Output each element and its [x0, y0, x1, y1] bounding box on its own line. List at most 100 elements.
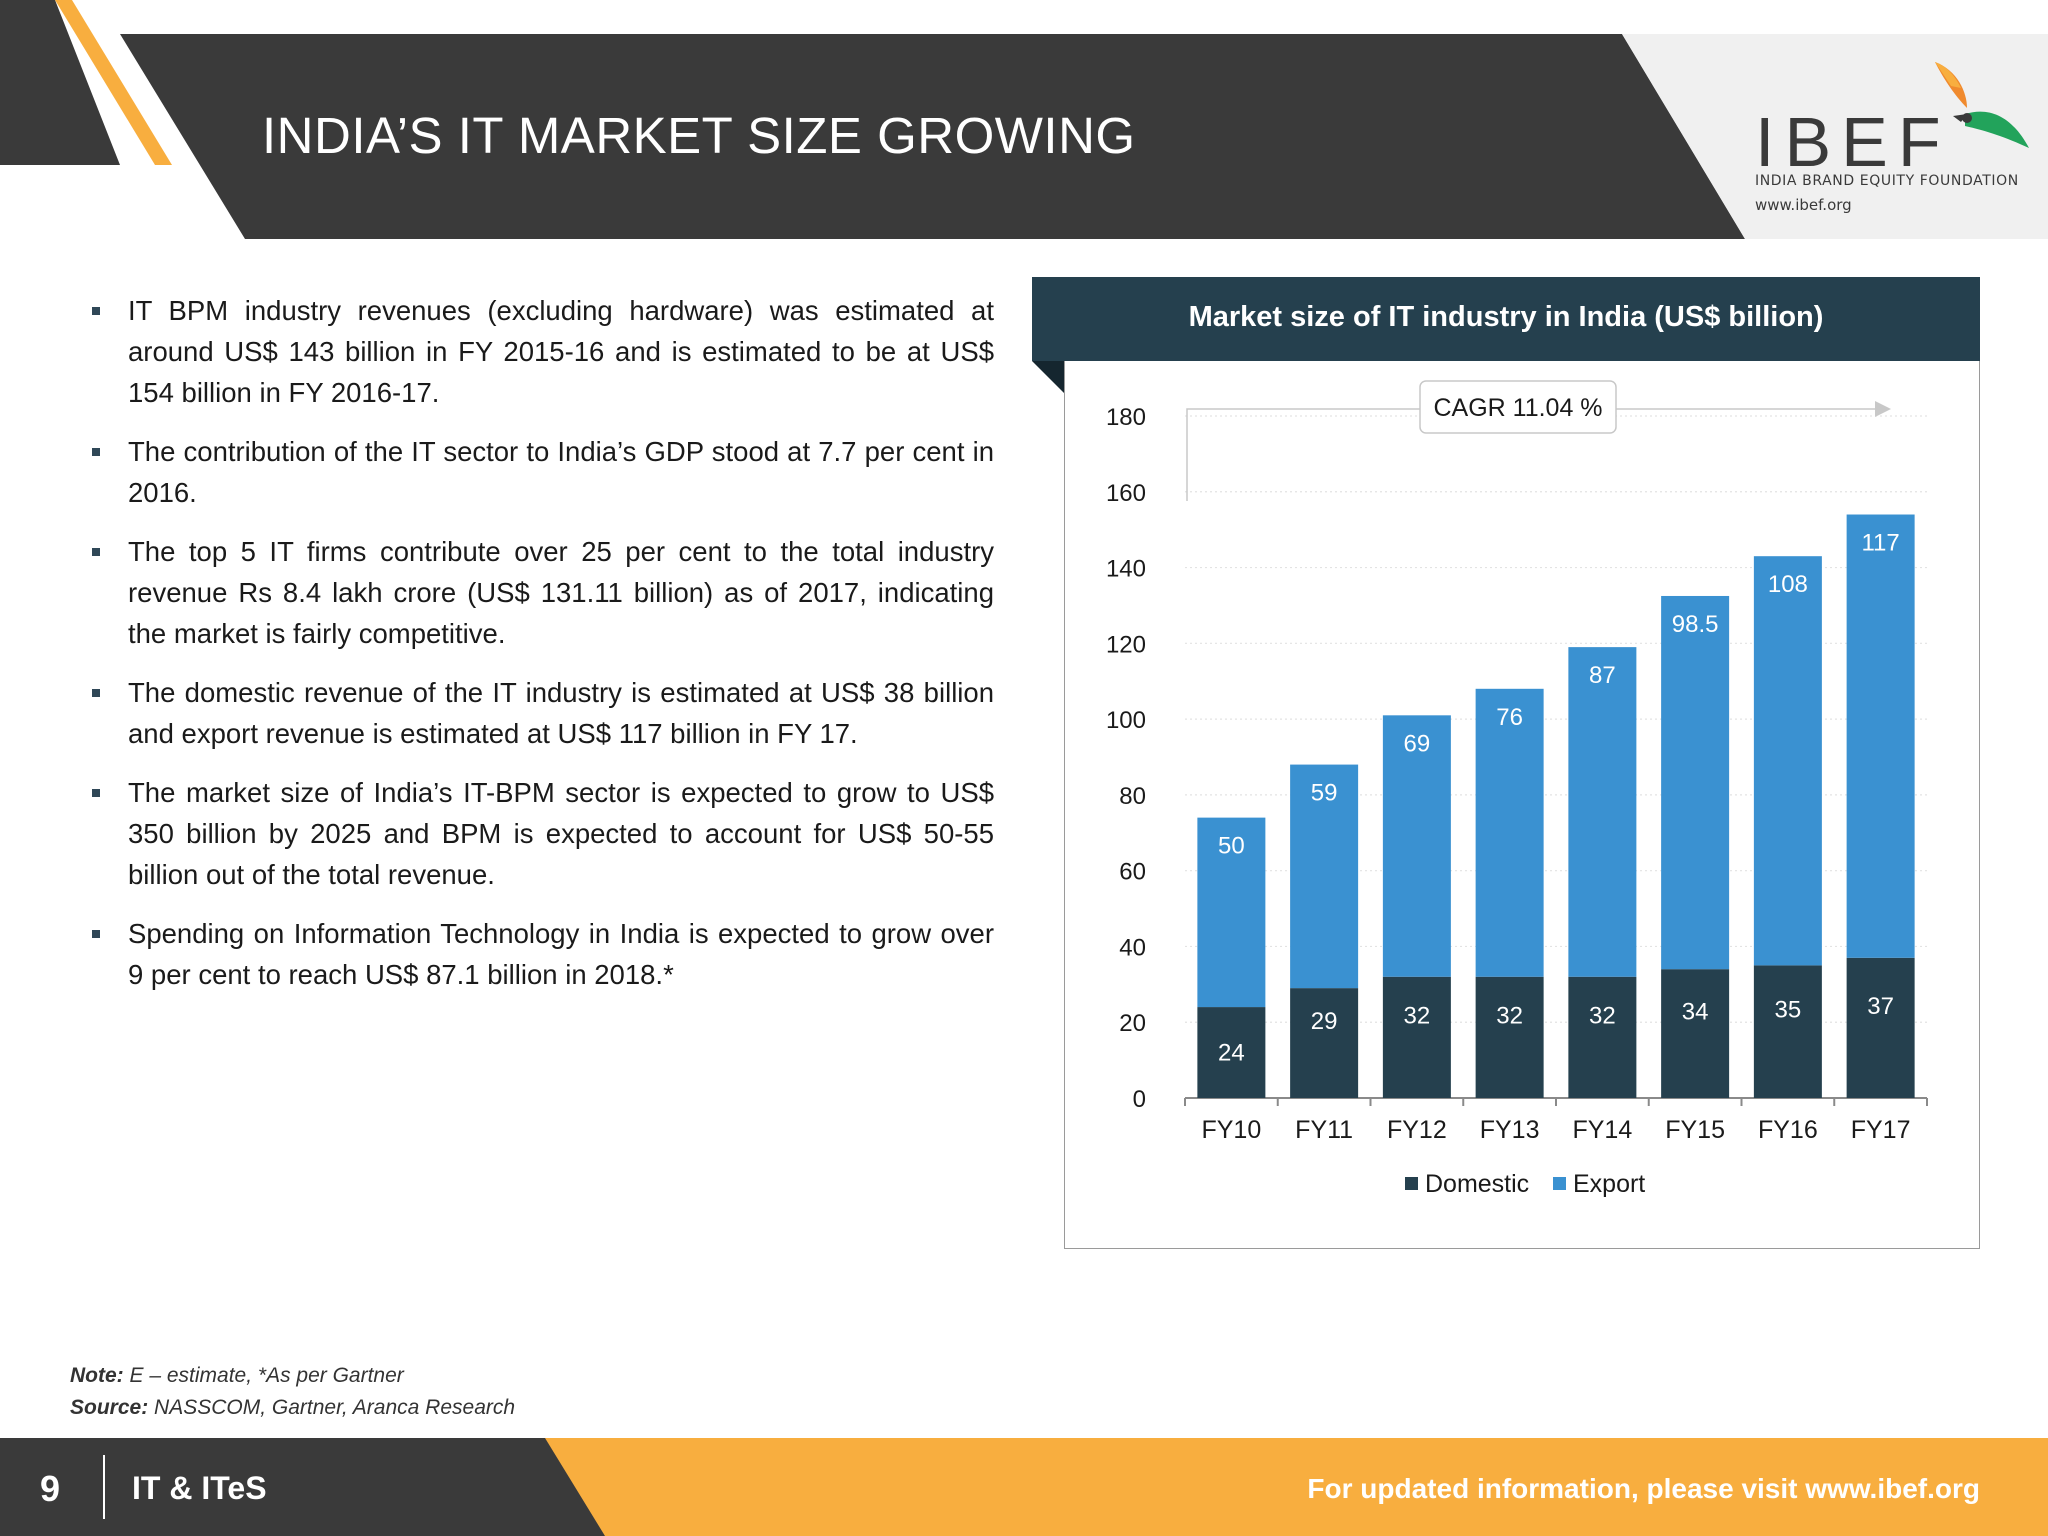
bar-domestic	[1846, 957, 1915, 1098]
bullet-item: Spending on Information Technology in In…	[90, 913, 994, 995]
cagr-label: CAGR 11.04 %	[1433, 394, 1602, 422]
bullet-square-icon	[92, 689, 100, 697]
y-tick-label: 140	[1106, 556, 1146, 583]
note-text: E – estimate, *As per Gartner	[123, 1364, 404, 1387]
y-tick-label: 20	[1119, 1010, 1146, 1037]
x-tick-label: FY10	[1201, 1116, 1261, 1144]
bullet-square-icon	[92, 448, 100, 456]
source-text: NASSCOM, Gartner, Aranca Research	[148, 1396, 516, 1419]
data-label-export: 87	[1589, 662, 1616, 689]
footer-visit-link[interactable]: For updated information, please visit ww…	[1307, 1473, 1980, 1504]
bar-domestic	[1661, 969, 1730, 1098]
bullet-text: The top 5 IT firms contribute over 25 pe…	[128, 536, 994, 649]
bullet-text: The contribution of the IT sector to Ind…	[128, 436, 994, 508]
data-label-export: 50	[1218, 833, 1245, 860]
data-label-export: 108	[1768, 571, 1808, 598]
bird-logo-icon	[1935, 62, 2029, 148]
chart-panel: 0 20 40 60 80 100 120 140 160 180 24 50 FY10 29 59 FY11…	[1064, 361, 1980, 1249]
bar-export	[1846, 514, 1915, 958]
page-number: 9	[40, 1468, 61, 1509]
x-tick-label: FY16	[1758, 1116, 1818, 1144]
data-label-domestic: 32	[1496, 1002, 1523, 1029]
legend-swatch-export	[1553, 1177, 1566, 1190]
bullet-item: The market size of India’s IT-BPM sector…	[90, 772, 994, 895]
cagr-arrow-line	[1186, 408, 1875, 501]
bullet-square-icon	[92, 789, 100, 797]
header-corner-dark	[0, 0, 120, 165]
x-tick-label: FY12	[1387, 1116, 1447, 1144]
logo-brand: IBEF	[1755, 103, 1951, 181]
bullet-list: IT BPM industry revenues (excluding hard…	[90, 290, 994, 1013]
data-label-domestic: 37	[1867, 993, 1894, 1020]
data-label-domestic: 34	[1682, 999, 1709, 1026]
y-tick-label: 80	[1119, 783, 1146, 810]
note-label: Note:	[70, 1364, 124, 1387]
logo-url: www.ibef.org	[1755, 196, 1852, 214]
data-label-domestic: 29	[1311, 1008, 1338, 1035]
x-tick-label: FY15	[1665, 1116, 1725, 1144]
bar-export	[1382, 715, 1451, 977]
bullet-text: The market size of India’s IT-BPM sector…	[128, 777, 994, 890]
source: Source: NASSCOM, Gartner, Aranca Researc…	[70, 1396, 515, 1420]
x-tick-label: FY13	[1480, 1116, 1540, 1144]
footer-dark-band	[0, 1438, 605, 1536]
bullet-text: Spending on Information Technology in In…	[128, 918, 994, 990]
bullet-item: The domestic revenue of the IT industry …	[90, 672, 994, 754]
data-label-domestic: 24	[1218, 1040, 1245, 1067]
bar-domestic	[1197, 1007, 1266, 1098]
bullet-item: The top 5 IT firms contribute over 25 pe…	[90, 531, 994, 654]
stacked-bar-chart: 0 20 40 60 80 100 120 140 160 180 24 50 FY10 29 59 FY11…	[1106, 380, 1928, 1198]
y-tick-label: 0	[1133, 1086, 1146, 1113]
y-tick-label: 100	[1106, 707, 1146, 734]
ibef-logo[interactable]: IBEF INDIA BRAND EQUITY FOUNDATION www.i…	[1755, 60, 2035, 230]
chart-title: Market size of IT industry in India (US$…	[1188, 301, 1824, 333]
bar-domestic	[1753, 965, 1822, 1098]
bullet-text: IT BPM industry revenues (excluding hard…	[128, 295, 994, 408]
bullet-text: The domestic revenue of the IT industry …	[128, 677, 994, 749]
footer-divider	[103, 1455, 105, 1519]
header-title-band	[120, 34, 1745, 239]
data-label-domestic: 32	[1404, 1002, 1431, 1029]
data-label-domestic: 32	[1589, 1002, 1616, 1029]
bar-export	[1753, 556, 1822, 966]
cagr-arrow-head-icon	[1875, 401, 1891, 417]
legend-label-domestic: Domestic	[1425, 1170, 1529, 1198]
section-name: IT & ITeS	[132, 1470, 267, 1506]
bar-export	[1661, 595, 1730, 970]
data-label-export: 59	[1311, 780, 1338, 807]
bar-domestic	[1290, 988, 1359, 1098]
chart-header: Market size of IT industry in India (US$…	[1032, 277, 1980, 361]
x-tick-label: FY11	[1295, 1116, 1353, 1144]
bar-export	[1290, 764, 1359, 989]
chart-header-fold	[1032, 361, 1064, 393]
bullet-square-icon	[92, 548, 100, 556]
data-label-export: 98.5	[1672, 611, 1719, 638]
bar-domestic	[1568, 976, 1637, 1098]
bar-export	[1197, 817, 1266, 1008]
header-orange-stripe	[55, 0, 172, 165]
legend-label-export: Export	[1573, 1170, 1645, 1198]
logo-subtitle: INDIA BRAND EQUITY FOUNDATION	[1755, 173, 2019, 189]
y-tick-label: 40	[1119, 934, 1146, 961]
bar-export	[1475, 688, 1544, 977]
page-title: INDIA’S IT MARKET SIZE GROWING	[262, 107, 1136, 164]
cagr-box	[1419, 380, 1617, 434]
legend-swatch-domestic	[1405, 1177, 1418, 1190]
y-tick-label: 120	[1106, 631, 1146, 658]
data-label-export: 117	[1861, 530, 1899, 557]
data-label-export: 76	[1496, 704, 1523, 731]
x-tick-label: FY14	[1572, 1116, 1632, 1144]
header-logo-panel	[1622, 34, 2048, 239]
source-label: Source:	[70, 1396, 149, 1419]
bullet-square-icon	[92, 930, 100, 938]
data-label-export: 69	[1404, 730, 1431, 757]
note: Note: E – estimate, *As per Gartner	[70, 1364, 404, 1388]
bar-domestic	[1382, 976, 1451, 1098]
y-tick-label: 180	[1106, 404, 1146, 431]
data-label-domestic: 35	[1775, 997, 1802, 1024]
y-tick-label: 160	[1106, 480, 1146, 507]
y-tick-label: 60	[1119, 859, 1146, 886]
x-tick-label: FY17	[1851, 1116, 1911, 1144]
bar-export	[1568, 647, 1637, 977]
